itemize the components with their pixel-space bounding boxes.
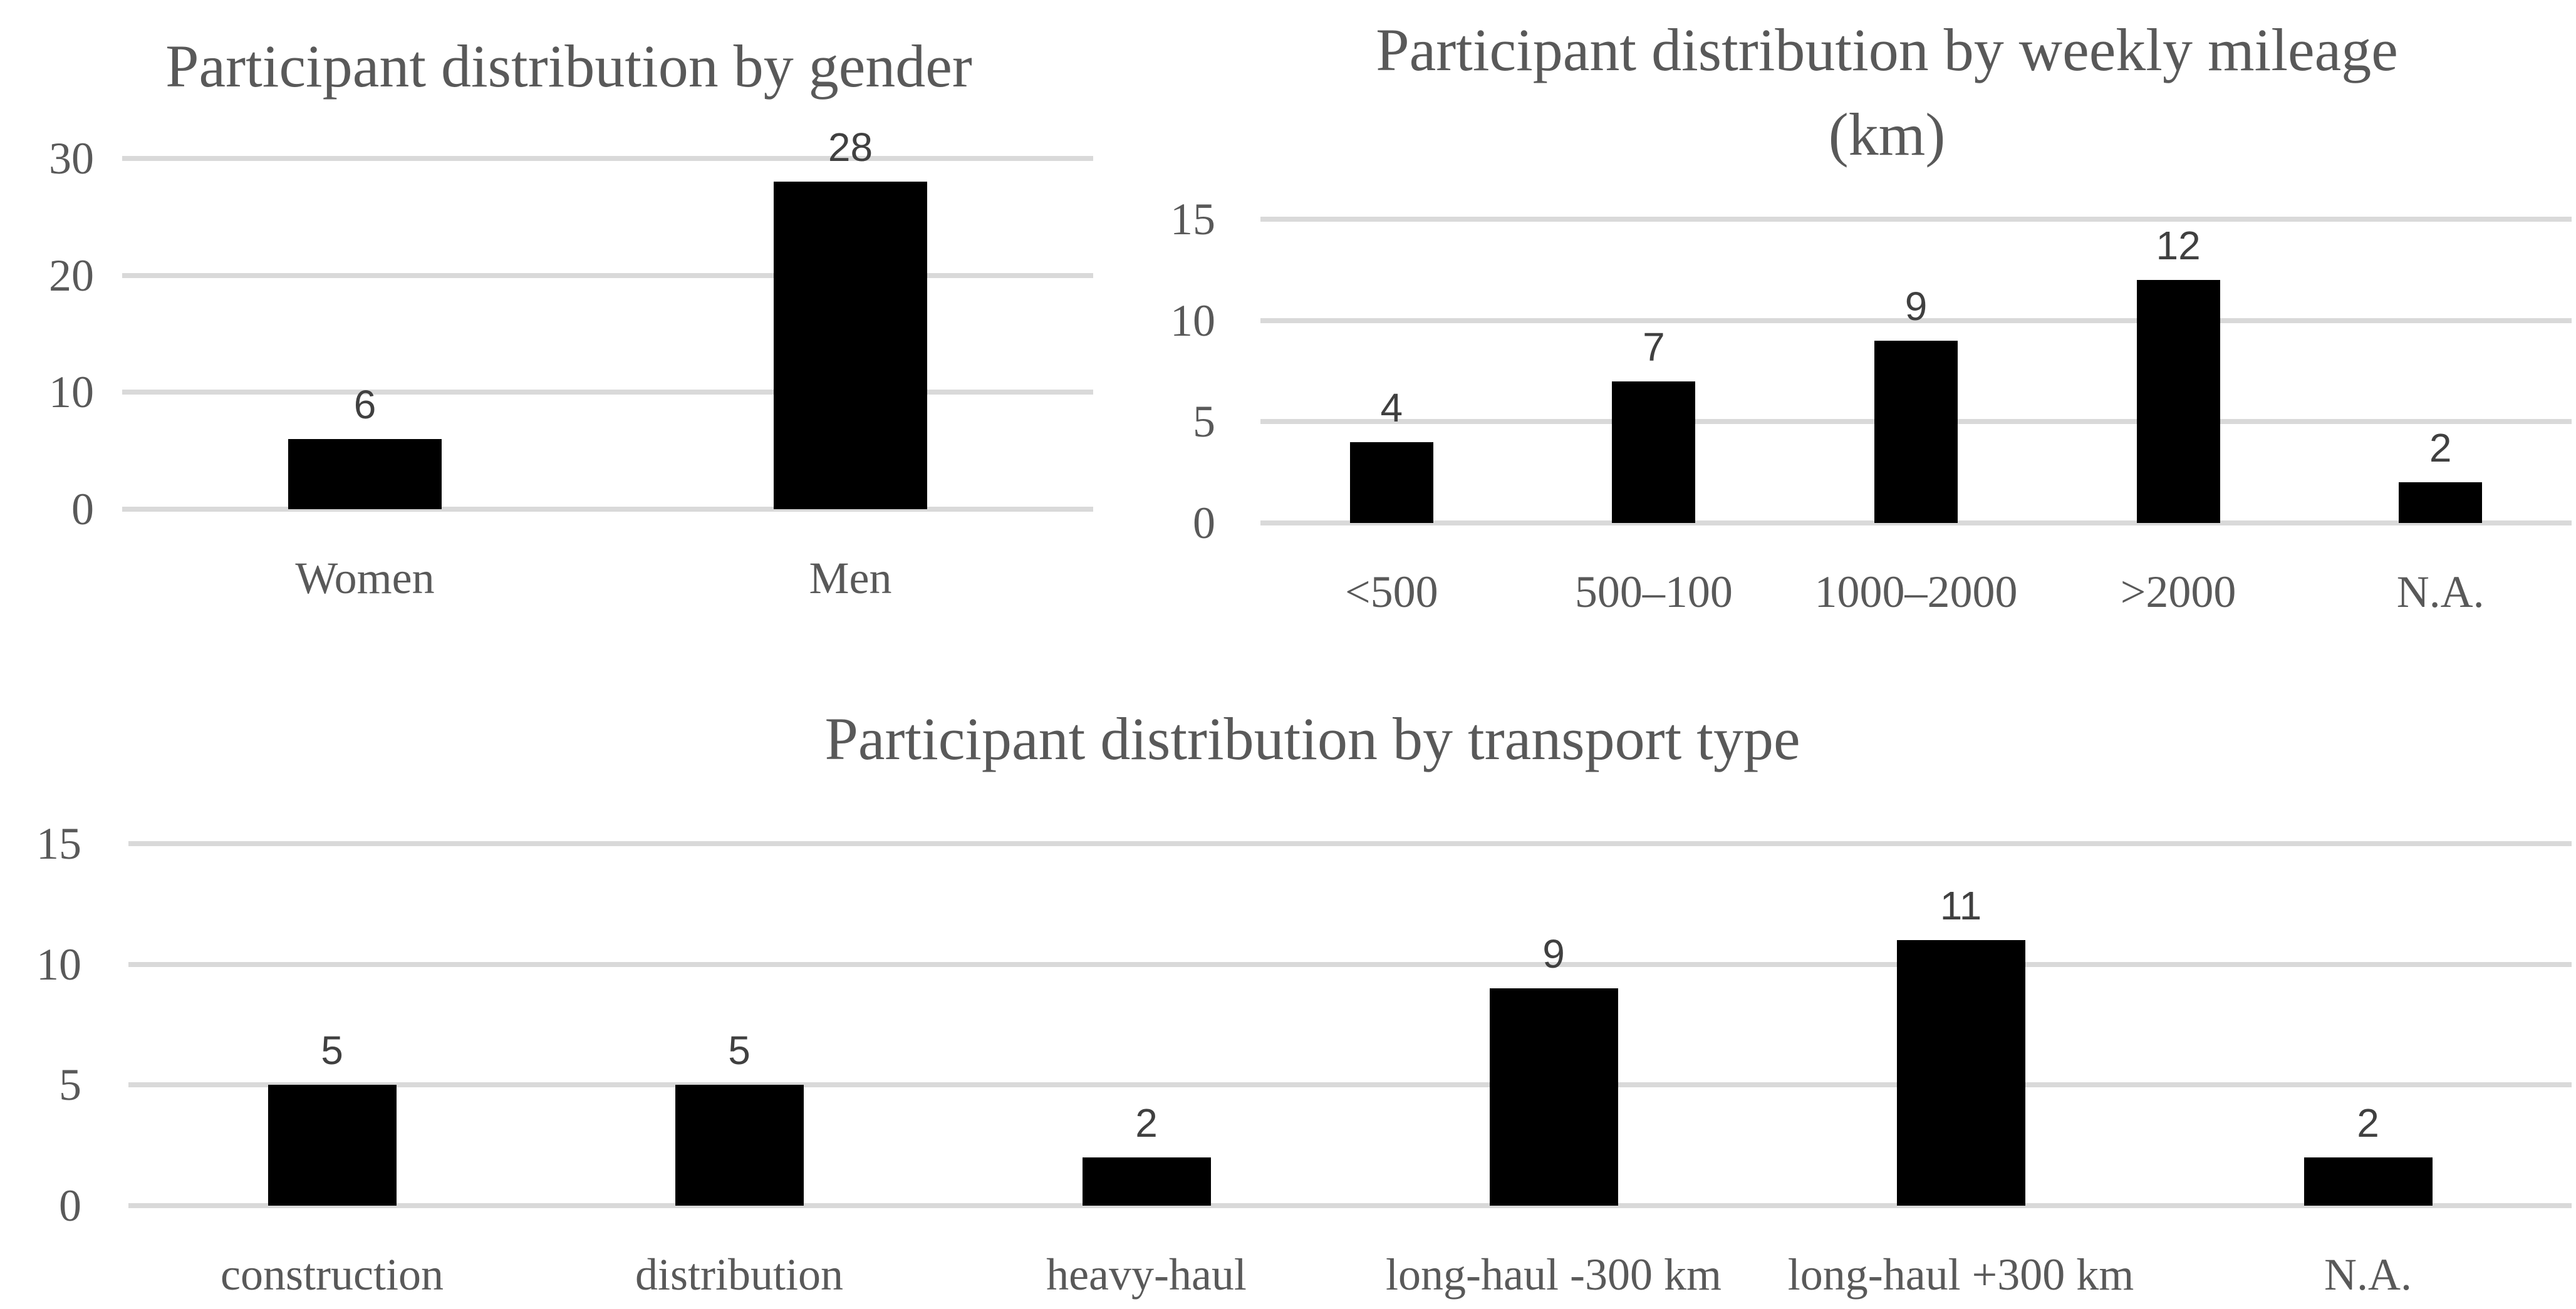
bar-2000: [2136, 280, 2220, 523]
bar-n-a: [2303, 1157, 2433, 1206]
data-label-long-haul-300-km: 11: [1940, 883, 1982, 929]
x-tick-label-n-a: N.A.: [2324, 1250, 2412, 1300]
data-label-n-a: 2: [2429, 425, 2452, 471]
y-tick-label-0: 0: [71, 484, 94, 534]
y-tick-label-10: 10: [49, 367, 94, 418]
gridline-y-0: [1260, 520, 2572, 525]
x-tick-label-500-100: 500–100: [1574, 567, 1733, 617]
x-tick-label-500: <500: [1344, 567, 1438, 617]
x-tick-label-1000-2000: 1000–2000: [1814, 567, 2018, 617]
y-tick-label-0: 0: [1193, 498, 1215, 548]
data-label-long-haul-300-km: 9: [1542, 931, 1565, 977]
gridline-y-10: [1260, 318, 2572, 323]
x-tick-label-construction: construction: [221, 1250, 444, 1300]
bar-women: [288, 439, 442, 509]
data-label-2000: 12: [2156, 223, 2201, 268]
y-tick-label-15: 15: [36, 819, 81, 869]
gridline-y-10: [128, 961, 2572, 967]
bar-distribution: [675, 1085, 804, 1206]
x-tick-label-distribution: distribution: [635, 1250, 843, 1300]
gridline-y-0: [122, 507, 1093, 512]
chart-title-text-line1: Participant distribution by weekly milea…: [1376, 16, 2398, 83]
data-label-1000-2000: 9: [1904, 284, 1928, 329]
x-tick-label-2000: >2000: [2120, 567, 2236, 617]
chart-title-text: Participant distribution by transport ty…: [824, 705, 1800, 772]
chart-title-gender: Participant distribution by gender: [0, 24, 1383, 108]
gridline-y-15: [128, 841, 2572, 846]
y-tick-label-0: 0: [59, 1181, 81, 1231]
x-tick-label-long-haul-300-km: long-haul -300 km: [1386, 1250, 1722, 1300]
x-tick-label-n-a: N.A.: [2396, 567, 2485, 617]
gridline-y-30: [122, 156, 1093, 161]
data-label-heavy-haul: 2: [1135, 1100, 1158, 1146]
y-tick-label-5: 5: [1193, 396, 1215, 447]
gridline-y-20: [122, 272, 1093, 278]
x-tick-label-women: Women: [295, 553, 435, 603]
x-tick-label-heavy-haul: heavy-haul: [1046, 1250, 1247, 1300]
bar-long-haul-300-km: [1489, 988, 1618, 1206]
chart-title-transport-type: Participant distribution by transport ty…: [498, 696, 2127, 781]
y-tick-label-10: 10: [36, 939, 81, 990]
data-label-n-a: 2: [2357, 1100, 2379, 1146]
gridline-y-10: [122, 390, 1093, 395]
gridline-y-0: [128, 1203, 2572, 1208]
bar-n-a: [2399, 482, 2483, 523]
x-tick-label-men: Men: [809, 553, 892, 603]
chart-title-text: Participant distribution by gender: [165, 33, 972, 100]
bar-construction: [267, 1085, 397, 1206]
y-tick-label-10: 10: [1170, 295, 1215, 346]
data-label-men: 28: [828, 125, 873, 170]
bar-heavy-haul: [1082, 1157, 1211, 1206]
bar-men: [774, 182, 927, 509]
y-tick-label-5: 5: [59, 1060, 81, 1110]
chart-title-weekly-mileage: Participant distribution by weekly milea…: [1072, 8, 2576, 177]
y-tick-label-15: 15: [1170, 194, 1215, 244]
bar-500-100: [1612, 381, 1696, 523]
gridline-y-5: [128, 1082, 2572, 1088]
x-tick-label-long-haul-300-km: long-haul +300 km: [1787, 1250, 2134, 1300]
bar-500: [1349, 442, 1433, 523]
bar-1000-2000: [1874, 341, 1958, 523]
chart-title-text-line2: (km): [1828, 101, 1946, 168]
y-tick-label-30: 30: [49, 133, 94, 184]
y-tick-label-20: 20: [49, 250, 94, 301]
data-label-500: 4: [1380, 385, 1403, 430]
gridline-y-5: [1260, 419, 2572, 425]
data-label-women: 6: [353, 382, 377, 427]
data-label-distribution: 5: [728, 1028, 750, 1074]
data-label-construction: 5: [321, 1028, 343, 1074]
data-label-500-100: 7: [1643, 324, 1665, 370]
bar-long-haul-300-km: [1896, 940, 2025, 1206]
gridline-y-15: [1260, 217, 2572, 222]
